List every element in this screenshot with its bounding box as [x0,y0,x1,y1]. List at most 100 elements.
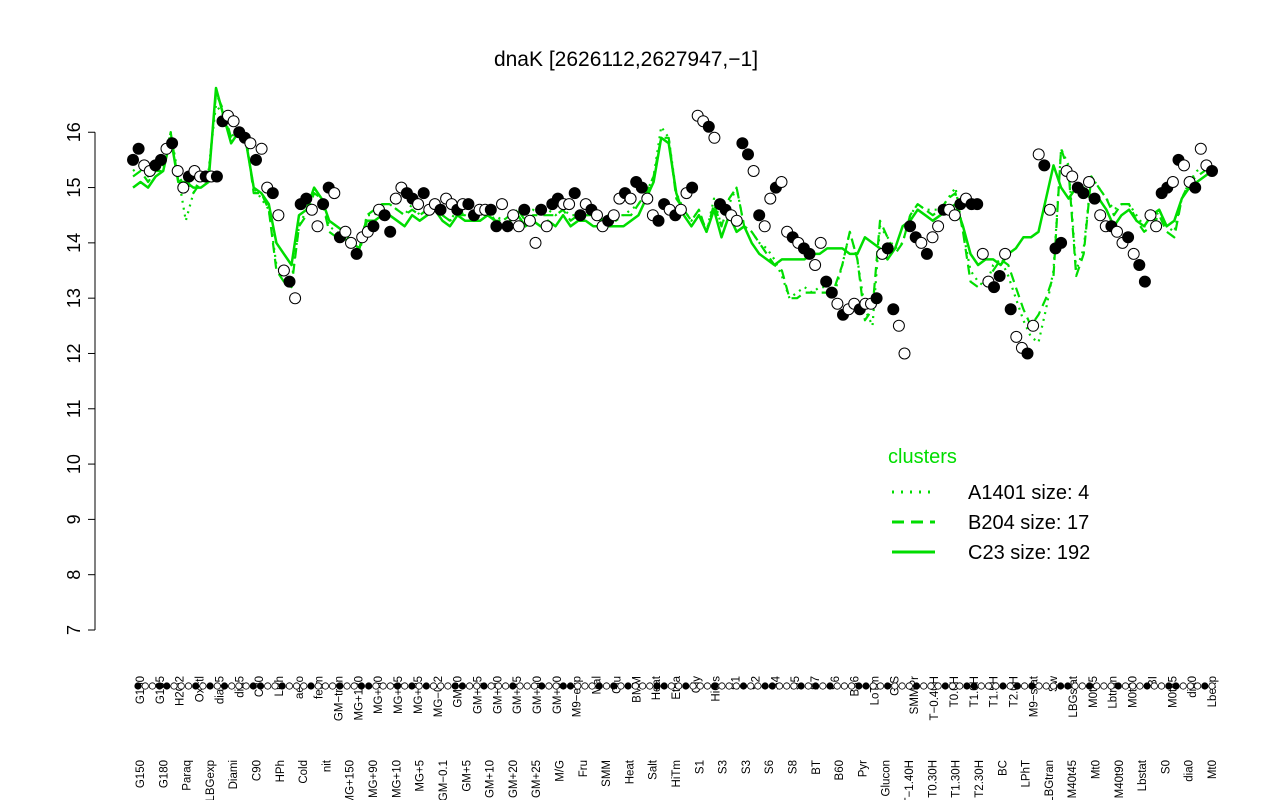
x-tick-label: S6 [764,760,776,774]
data-point [926,231,939,244]
sample-marker [538,682,546,690]
sample-marker [646,682,654,690]
data-point [803,247,816,260]
data-point [507,209,520,222]
data-point [210,170,223,183]
sample-marker [1049,682,1058,690]
data-point [171,165,184,177]
y-tick-label: 15 [64,178,84,198]
sample-marker [602,682,611,690]
sample-marker [242,682,250,690]
x-tick-label: M9−stat [1028,675,1040,717]
sample-marker [682,682,690,690]
x-tick-label: Glucon [881,760,893,796]
sample-marker [285,682,293,690]
sample-marker [343,682,351,690]
data-point [155,153,167,166]
sample-marker [638,682,647,690]
data-point [976,247,989,260]
data-point [753,209,766,222]
sample-marker [1121,682,1130,690]
data-point [378,209,391,222]
x-tick-label: BT [811,760,823,775]
sample-marker [869,682,877,690]
data-point [568,187,581,200]
sample-marker [862,682,870,690]
series-lines [132,86,1213,344]
data-point [904,220,917,233]
data-point [1178,159,1190,172]
sample-marker [819,682,827,690]
sample-marker [1028,682,1036,690]
x-tick-label: MG+25 [413,676,425,714]
data-point [328,187,341,200]
x-tick-label: Mt0 [1091,760,1103,779]
x-tick-label: Lbtran [1108,676,1120,709]
x-tick-label: T1.0H [969,676,981,707]
data-point [591,209,603,222]
x-tick-label: S0 [1160,760,1172,774]
sample-marker [516,682,524,690]
x-tick-label: BI [1147,676,1159,687]
x-tick-label: MG−0.2 [433,676,445,717]
sample-marker [451,682,459,690]
data-point [825,286,838,299]
sample-marker [278,682,286,690]
sample-marker [1057,682,1065,690]
sample-marker [855,682,863,690]
x-tick-label: LoTm [870,676,882,705]
data-point [563,198,576,211]
x-tick-label: GM+30 [492,676,504,714]
sample-marker [920,682,928,690]
sample-marker [977,682,985,690]
data-point [317,198,330,211]
sample-marker [300,682,308,690]
sample-marker [566,682,575,690]
sample-marker [747,682,755,690]
sample-marker [833,682,841,690]
sample-marker [1172,682,1180,690]
data-point [1111,225,1123,238]
x-tick-label: SMMPr [909,676,921,715]
x-tick-label: S3 [741,760,753,774]
x-tick-label: LPhT [1021,760,1033,788]
x-tick-label: S3 [718,760,730,774]
sample-marker [1071,682,1079,690]
y-tick-label: 11 [64,399,84,418]
data-point [518,203,531,216]
sample-marker [415,682,423,690]
x-tick-label: T1.30H [951,760,963,798]
y-tick-label: 16 [64,122,84,142]
data-point [462,198,475,211]
y-tick-label: 10 [64,454,84,474]
sample-marker [826,682,834,690]
data-point [1021,347,1034,360]
x-tick-label: GM+25 [531,760,543,798]
sample-marker [754,682,762,690]
x-tick-label: Lbexp [1207,676,1219,707]
data-point [535,203,548,216]
data-point [1194,142,1207,155]
x-tick-label: MG+45 [393,676,405,714]
sample-marker [1078,682,1086,690]
sample-marker [1129,682,1137,690]
sample-marker [696,682,704,690]
data-point [417,187,430,200]
sample-marker [1194,682,1202,690]
data-point [1127,247,1140,260]
sample-marker [883,682,892,690]
sample-marker [1020,682,1029,690]
data-point [1150,220,1163,233]
data-point [730,214,743,227]
sample-marker [667,682,676,690]
sample-marker [999,682,1007,690]
sample-marker [674,682,683,690]
data-point [384,225,397,238]
x-tick-label: T2.0H [1009,676,1021,707]
data-point [652,214,665,227]
sample-marker [314,682,322,690]
sample-marker [199,682,207,690]
x-tick-label: MG+5 [415,760,427,792]
data-point [624,192,637,205]
legend-title: clusters [888,446,957,468]
